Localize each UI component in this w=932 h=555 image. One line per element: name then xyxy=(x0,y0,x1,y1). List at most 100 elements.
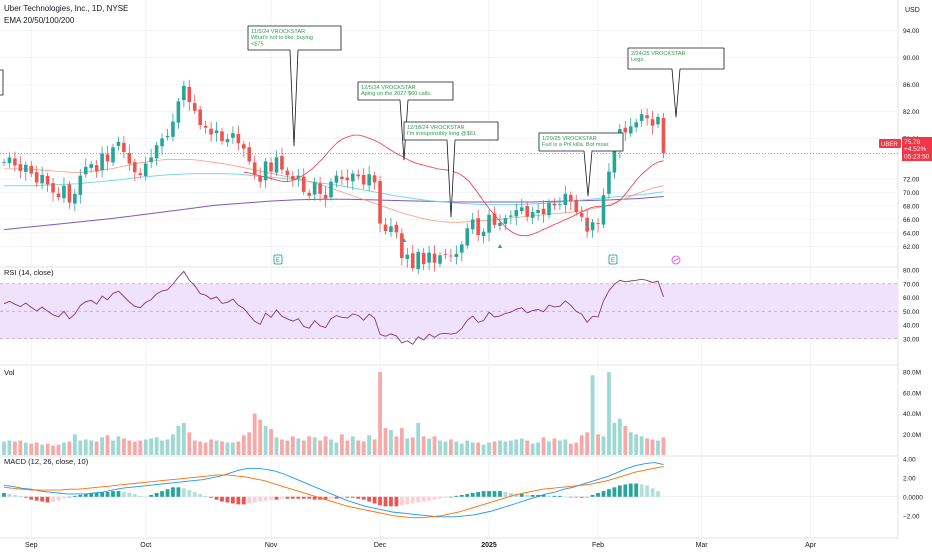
candle-body xyxy=(100,153,104,171)
macd-tick-label: 0.0000 xyxy=(903,494,923,501)
volume-bar xyxy=(160,440,164,455)
candle-body xyxy=(225,139,230,143)
volume-bar xyxy=(389,430,393,455)
annotation-box xyxy=(247,25,342,147)
candle-body xyxy=(421,252,426,265)
candle-body xyxy=(329,181,333,198)
candle-body xyxy=(563,193,568,205)
split-marker[interactable] xyxy=(671,255,681,265)
volume-bar xyxy=(231,442,235,455)
earnings-marker[interactable]: E xyxy=(273,254,283,265)
volume-bar xyxy=(296,438,301,455)
candle-body xyxy=(470,219,475,230)
candle-body xyxy=(351,173,355,182)
candle-body xyxy=(83,166,88,175)
candle-body xyxy=(367,174,371,186)
volume-bar xyxy=(568,443,573,455)
volume-bar xyxy=(209,439,213,455)
macd-histogram-bar xyxy=(225,496,230,503)
candle-body xyxy=(231,133,235,138)
candle-body xyxy=(492,213,497,225)
annotation-text: I'm irresponsibly long @$61 xyxy=(407,131,476,137)
volume-bar xyxy=(247,432,252,455)
rsi-tick-label: 40.00 xyxy=(903,323,920,330)
macd-histogram-bar xyxy=(62,496,66,499)
earnings-marker-label: E xyxy=(276,258,280,264)
candle-body xyxy=(203,126,208,128)
volume-bar xyxy=(547,441,551,455)
price-tick-label: 94.00 xyxy=(903,28,920,35)
macd-histogram-bar xyxy=(656,491,660,497)
volume-bar xyxy=(525,440,530,455)
macd-histogram-bar xyxy=(465,493,470,497)
rsi-tick-label: 50.00 xyxy=(903,309,920,316)
volume-bar xyxy=(13,441,17,455)
price-badge-countdown: 05:23:50 xyxy=(904,154,930,161)
annotation-text: Aping on the 2027 $60 calls. xyxy=(361,91,432,97)
volume-bar xyxy=(67,441,72,455)
price-tick-label: 64.00 xyxy=(903,231,920,238)
candle-body xyxy=(558,203,562,205)
candle-body xyxy=(443,253,448,255)
candle-body xyxy=(361,174,366,185)
annotation-text: 11/5/24 VROCKSTAR xyxy=(251,29,305,35)
macd-histogram-bar xyxy=(307,496,312,499)
annotation-box-partial xyxy=(0,69,4,96)
candle-body xyxy=(2,162,6,163)
volume-bar xyxy=(72,434,77,455)
macd-histogram-bar xyxy=(247,496,252,504)
macd-histogram-bar xyxy=(558,495,562,497)
volume-bar xyxy=(563,439,568,455)
macd-histogram-bar xyxy=(312,496,317,500)
volume-bar xyxy=(345,440,350,455)
volume-bar xyxy=(285,440,290,455)
macd-histogram-bar xyxy=(116,491,121,497)
candle-body xyxy=(405,254,410,259)
volume-bar xyxy=(596,434,600,455)
volume-bar xyxy=(541,437,546,455)
macd-pane xyxy=(0,462,898,519)
volume-bar xyxy=(530,443,535,455)
macd-tick-label: −2.00 xyxy=(903,513,920,520)
candle-body xyxy=(138,173,143,175)
candle-body xyxy=(280,156,284,170)
macd-histogram-bar xyxy=(89,493,94,497)
annotation-box xyxy=(403,121,499,218)
volume-bar xyxy=(329,439,333,455)
volume-tick-label: 40.0M xyxy=(903,411,921,418)
x-tick-label: Dec xyxy=(374,542,387,549)
rsi-tick-label: 60.00 xyxy=(903,295,920,302)
candle-body xyxy=(214,130,219,134)
candle-body xyxy=(263,161,268,181)
candle-body xyxy=(51,183,55,193)
macd-histogram-bar xyxy=(220,496,224,502)
candle-body xyxy=(323,194,328,199)
macd-histogram-bar xyxy=(590,494,595,497)
macd-histogram-bar xyxy=(23,496,28,498)
candle-body xyxy=(394,224,399,233)
earnings-marker[interactable]: E xyxy=(608,254,618,265)
volume-bar xyxy=(410,437,415,455)
earnings-marker-box xyxy=(608,254,618,265)
volume-bar xyxy=(579,435,584,455)
volume-pane xyxy=(2,372,666,455)
volume-bar xyxy=(552,438,557,455)
candle-body xyxy=(460,244,464,253)
earnings-marker-label: E xyxy=(611,258,615,264)
volume-bar xyxy=(45,443,50,455)
volume-bar xyxy=(656,440,660,455)
candle-body xyxy=(590,222,595,231)
macd-histogram-bar xyxy=(345,496,350,498)
volume-bar xyxy=(323,436,328,455)
macd-histogram-bar xyxy=(508,493,513,497)
candle-body xyxy=(601,195,606,225)
volume-bar xyxy=(40,444,45,455)
macd-histogram-bar xyxy=(209,496,213,498)
